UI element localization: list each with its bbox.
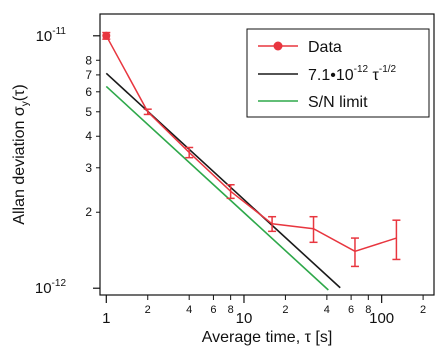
y-minor-tick-label: 5 <box>85 105 92 119</box>
y-tick-label: 10-11 <box>36 26 67 45</box>
x-minor-tick-label: 8 <box>365 304 371 316</box>
x-minor-tick-label: 2 <box>145 304 151 316</box>
y-tick-label: 10-12 <box>35 278 67 297</box>
y-minor-tick-label: 8 <box>85 53 92 67</box>
data-series-line <box>105 35 397 253</box>
plot-frame <box>99 13 435 296</box>
legend-item-data: Data <box>258 39 342 56</box>
y-minor-tick-label: 3 <box>85 161 92 175</box>
x-minor-tick-label: 6 <box>210 304 216 316</box>
x-minor-tick-label: 6 <box>348 304 354 316</box>
legend-label-data: Data <box>308 39 342 56</box>
sn-limit-line <box>105 85 329 291</box>
x-minor-tick-label: 2 <box>282 304 288 316</box>
series-layer <box>102 31 401 291</box>
y-axis-title: Allan deviation σy(τ) <box>11 84 31 224</box>
data-point <box>102 31 111 40</box>
x-tick-label: 100 <box>369 310 394 327</box>
x-minor-tick-label: 4 <box>324 304 330 316</box>
x-axis-title: Average time, τ [s] <box>202 329 333 346</box>
x-minor-tick-label: 4 <box>186 304 192 316</box>
x-tick-label: 1 <box>102 310 110 327</box>
legend-item-sn-limit: S/N limit <box>258 94 368 111</box>
y-minor-tick-label: 2 <box>85 205 92 219</box>
y-minor-tick-label: 7 <box>85 68 92 82</box>
x-tick-label: 10 <box>236 310 253 327</box>
y-minor-tick-label: 4 <box>85 129 92 143</box>
legend-label-sn-limit: S/N limit <box>308 94 368 111</box>
x-minor-tick-label: 2 <box>420 304 426 316</box>
y-minor-tick-label: 6 <box>85 85 92 99</box>
legend-label-fit: 7.1•10-12 τ-1/2 <box>308 64 397 84</box>
legend: Data 7.1•10-12 τ-1/2 S/N limit <box>246 28 430 118</box>
legend-marker-data <box>273 41 283 51</box>
legend-item-fit: 7.1•10-12 τ-1/2 <box>258 64 397 84</box>
x-minor-tick-label: 8 <box>228 304 234 316</box>
